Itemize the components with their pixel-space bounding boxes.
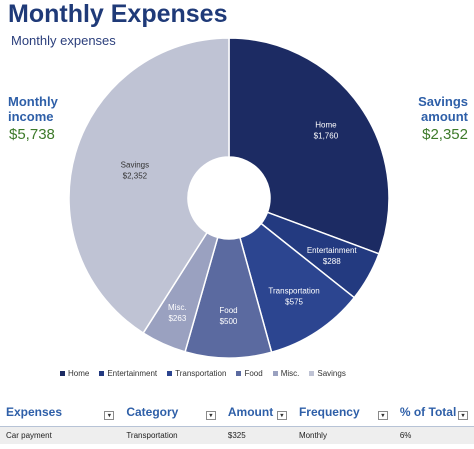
table-cell-0[interactable]: Car payment [0,426,121,444]
legend-label: Home [68,369,90,378]
legend-swatch [60,371,65,376]
legend-label: Transportation [175,369,227,378]
legend-swatch [99,371,105,376]
legend-item-3: Food [236,369,263,378]
legend-label: Savings [317,369,346,378]
savings-amount-label: Savings amount [418,94,468,124]
slice-value-3: $500 [220,317,238,326]
slice-savings [68,37,230,335]
slice-label-2: Transportation [268,286,319,295]
legend-label: Food [244,369,263,378]
chart-legend: Home Entertainment Transportation Food Misc.… [60,369,420,378]
legend-item-1: Entertainment [99,369,157,378]
filter-dropdown-icon[interactable]: ▾ [276,411,287,420]
table-cell-3[interactable]: Monthly [292,426,394,444]
column-header-3: Frequency ▾ [292,398,394,427]
expenses-table: Expenses ▾ Category ▾ Amount ▾ Frequency ▾% of … [0,398,474,444]
table-row[interactable]: Car payment Transportation $325 Monthly 6% [0,426,474,444]
slice-value-2: $575 [285,297,303,306]
column-header-label: Category [126,405,179,419]
column-header-label: Expenses [6,405,63,419]
slice-label-0: Home [315,121,337,130]
column-header-2: Amount ▾ [221,398,293,427]
table-cell-4[interactable]: 6% [393,426,474,444]
page-title: Monthly Expenses [8,0,228,28]
slice-value-5: $2,352 [123,172,148,181]
filter-dropdown-icon[interactable]: ▾ [104,411,115,420]
slice-label-1: Entertainment [307,246,358,255]
legend-item-2: Transportation [167,369,226,378]
monthly-income-value: $5,738 [9,126,55,143]
slice-transportation [238,222,356,354]
monthly-income-label: Monthly income [8,94,58,124]
column-header-label: % of Total [399,405,457,419]
column-header-1: Category ▾ [120,398,222,427]
filter-dropdown-icon[interactable]: ▾ [377,411,388,420]
slice-value-0: $1,760 [314,132,339,141]
legend-swatch [167,371,173,376]
filter-dropdown-icon[interactable]: ▾ [458,411,468,420]
slice-value-4: $263 [168,314,186,323]
slice-label-5: Savings [121,161,149,170]
legend-swatch [309,371,315,376]
table-cell-2[interactable]: $325 [221,426,293,444]
savings-amount-value: $2,352 [422,126,468,143]
column-header-label: Amount [227,405,274,419]
column-header-0: Expenses ▾ [0,398,121,427]
legend-label: Entertainment [107,369,158,378]
filter-dropdown-icon[interactable]: ▾ [205,411,216,420]
legend-item-4: Misc. [272,369,300,378]
slice-value-1: $288 [323,257,341,266]
legend-swatch [272,371,278,376]
slice-label-4: Misc. [168,303,187,312]
legend-label: Misc. [280,369,300,378]
legend-swatch [236,371,242,376]
legend-item-5: Savings [309,369,346,378]
slice-home [228,37,390,255]
legend-item-0: Home [60,369,89,378]
page-subtitle: Monthly expenses [11,33,116,48]
table-header-row: Expenses ▾ Category ▾ Amount ▾ Frequency ▾% of … [0,398,474,427]
column-header-4: % of Total ▾ [393,398,474,427]
column-header-label: Frequency [298,405,360,419]
table-cell-1[interactable]: Transportation [120,426,222,444]
slice-label-3: Food [219,306,237,315]
